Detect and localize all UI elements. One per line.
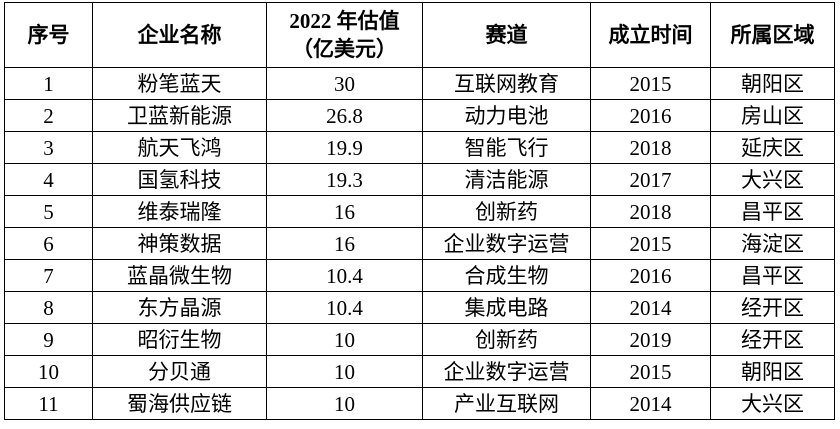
table-cell: 11 [4,387,93,420]
header-cell: 成立时间 [590,2,711,68]
table-row: 6 神策数据 16 企业数字运营 2015 海淀区 [4,227,835,260]
table-cell: 大兴区 [710,163,835,196]
table-cell: 2015 [590,355,711,388]
table-cell: 16 [266,227,423,260]
table-cell: 19.9 [266,131,423,164]
table-cell: 朝阳区 [710,355,835,388]
table-cell: 10.4 [266,259,423,292]
table-cell: 10 [266,323,423,356]
header-cell: 2022 年估值 （亿美元） [266,2,423,68]
table-cell: 朝阳区 [710,67,835,100]
table-row: 11 蜀海供应链 10 产业互联网 2014 大兴区 [4,387,835,420]
table-cell: 维泰瑞隆 [92,195,267,228]
table-cell: 昭衍生物 [92,323,267,356]
table-cell: 产业互联网 [422,387,591,420]
table-cell: 蜀海供应链 [92,387,267,420]
table-row: 9 昭衍生物 10 创新药 2019 经开区 [4,323,835,356]
table-cell: 卫蓝新能源 [92,99,267,132]
table-cell: 30 [266,67,423,100]
table-cell: 2014 [590,291,711,324]
table-row: 3 航天飞鸿 19.9 智能飞行 2018 延庆区 [4,131,835,164]
table-cell: 6 [4,227,93,260]
header-cell: 序号 [4,2,93,68]
header-cell: 企业名称 [92,2,267,68]
table-cell: 大兴区 [710,387,835,420]
table-cell: 19.3 [266,163,423,196]
table-cell: 10 [4,355,93,388]
table-cell: 1 [4,67,93,100]
table-cell: 2 [4,99,93,132]
table-cell: 分贝通 [92,355,267,388]
table-cell: 清洁能源 [422,163,591,196]
table-cell: 4 [4,163,93,196]
header-cell: 赛道 [422,2,591,68]
table-cell: 动力电池 [422,99,591,132]
valuation-table: 序号 企业名称 2022 年估值 （亿美元） 赛道 成立时间 所属区域 1 粉笔蓝天 30 互联网… [4,2,835,420]
table-cell: 经开区 [710,291,835,324]
table-cell: 神策数据 [92,227,267,260]
table-cell: 2019 [590,323,711,356]
table-cell: 东方晶源 [92,291,267,324]
table-cell: 互联网教育 [422,67,591,100]
table-cell: 国氢科技 [92,163,267,196]
table-cell: 10 [266,387,423,420]
table-cell: 合成生物 [422,259,591,292]
table-cell: 10.4 [266,291,423,324]
table-cell: 16 [266,195,423,228]
table-cell: 9 [4,323,93,356]
table-cell: 3 [4,131,93,164]
table-cell: 2014 [590,387,711,420]
header-line: 2022 年估值 [289,9,400,33]
table-cell: 昌平区 [710,259,835,292]
table-cell: 2018 [590,131,711,164]
table-row: 7 蓝晶微生物 10.4 合成生物 2016 昌平区 [4,259,835,292]
table-cell: 蓝晶微生物 [92,259,267,292]
table-cell: 10 [266,355,423,388]
table-cell: 2016 [590,259,711,292]
table-body: 1 粉笔蓝天 30 互联网教育 2015 朝阳区 2 卫蓝新能源 26.8 动力电池 2016 房山区… [4,67,835,420]
table-row: 5 维泰瑞隆 16 创新药 2018 昌平区 [4,195,835,228]
table-cell: 海淀区 [710,227,835,260]
table-cell: 2015 [590,67,711,100]
table-cell: 2016 [590,99,711,132]
table-cell: 7 [4,259,93,292]
table-row: 8 东方晶源 10.4 集成电路 2014 经开区 [4,291,835,324]
table-cell: 2018 [590,195,711,228]
table-row: 4 国氢科技 19.3 清洁能源 2017 大兴区 [4,163,835,196]
table-row: 2 卫蓝新能源 26.8 动力电池 2016 房山区 [4,99,835,132]
table-cell: 智能飞行 [422,131,591,164]
header-line: （亿美元） [292,37,397,61]
header-row: 序号 企业名称 2022 年估值 （亿美元） 赛道 成立时间 所属区域 [4,2,835,68]
table-cell: 8 [4,291,93,324]
table-cell: 2017 [590,163,711,196]
table-cell: 经开区 [710,323,835,356]
table-cell: 房山区 [710,99,835,132]
table-cell: 粉笔蓝天 [92,67,267,100]
table-cell: 5 [4,195,93,228]
table-cell: 创新药 [422,323,591,356]
table-cell: 延庆区 [710,131,835,164]
table-row: 1 粉笔蓝天 30 互联网教育 2015 朝阳区 [4,67,835,100]
table-cell: 26.8 [266,99,423,132]
table-cell: 航天飞鸿 [92,131,267,164]
table-cell: 企业数字运营 [422,227,591,260]
table-cell: 企业数字运营 [422,355,591,388]
table-cell: 集成电路 [422,291,591,324]
table-cell: 创新药 [422,195,591,228]
table-cell: 2015 [590,227,711,260]
table-cell: 昌平区 [710,195,835,228]
table-row: 10 分贝通 10 企业数字运营 2015 朝阳区 [4,355,835,388]
header-cell: 所属区域 [710,2,835,68]
